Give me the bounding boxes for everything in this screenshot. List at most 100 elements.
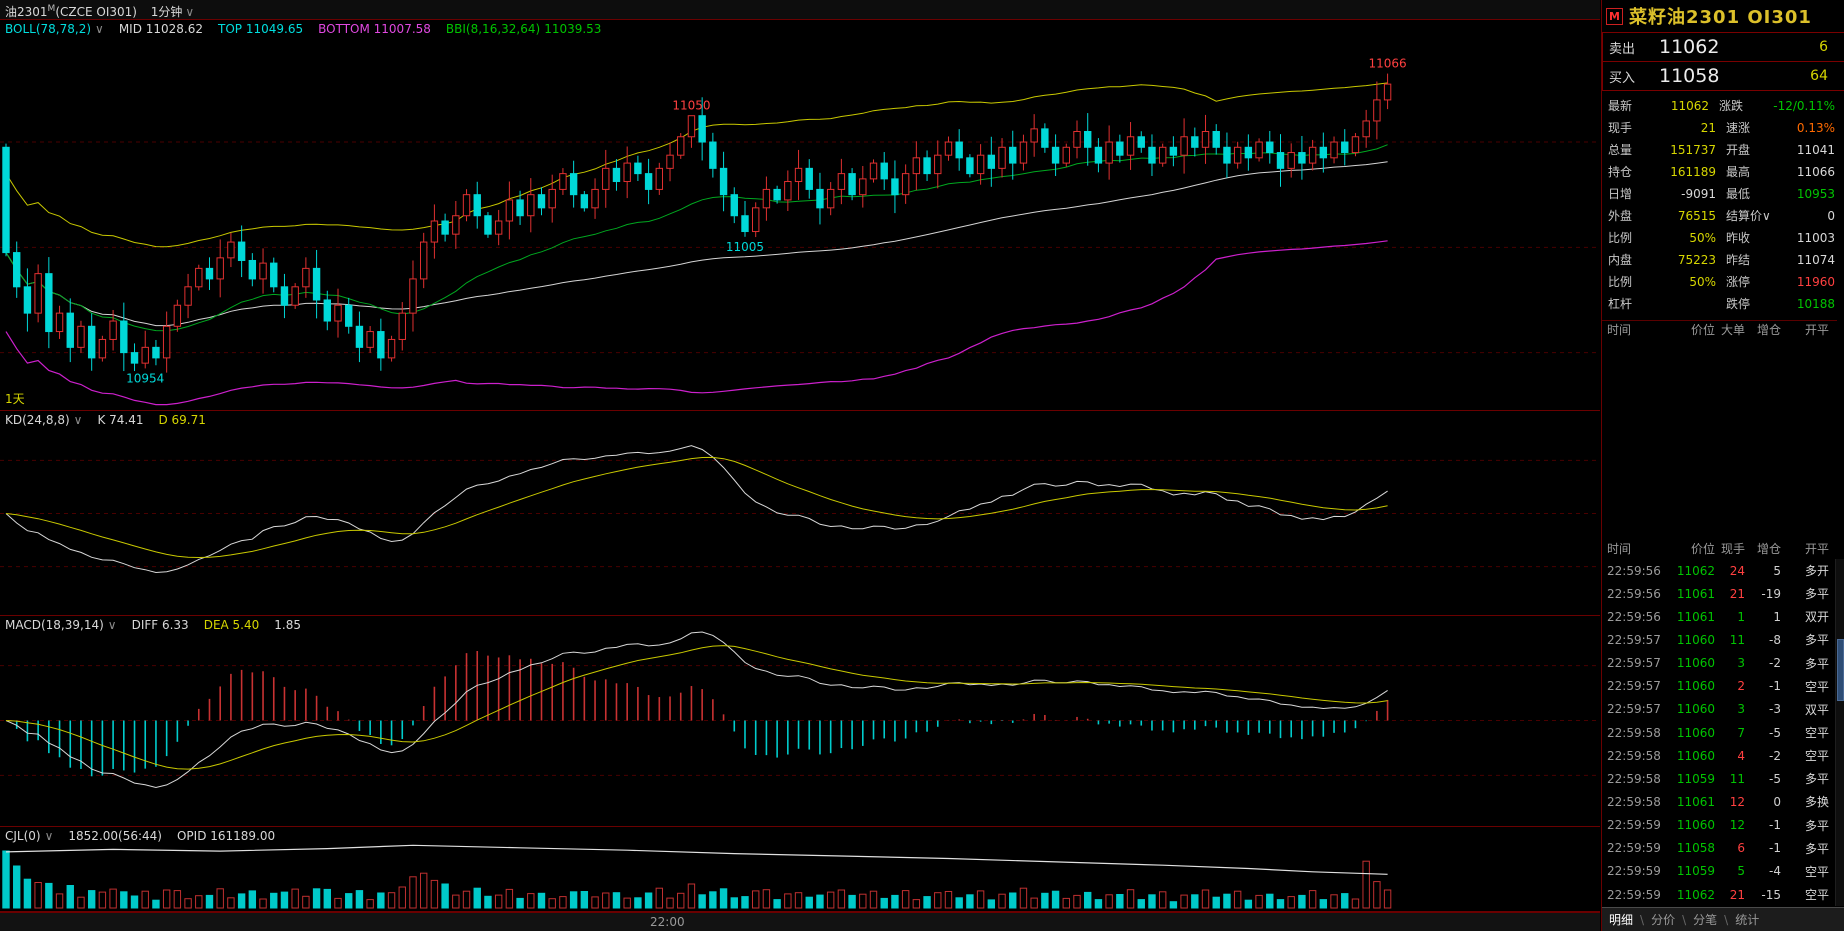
market-badge-icon: M — [1606, 7, 1623, 25]
trade-time: 22:59:59 — [1607, 841, 1661, 856]
period-selector[interactable]: 1分钟 ∨ — [150, 5, 195, 19]
trade-time: 22:59:57 — [1607, 632, 1661, 647]
kd-chart[interactable] — [0, 411, 1600, 614]
tab-2[interactable]: 分笔 — [1693, 913, 1718, 927]
stat-value: 11041 — [1796, 143, 1835, 157]
stat-label: 总量 — [1608, 143, 1633, 157]
indicator-value: TOP 11049.65 — [218, 22, 304, 36]
column-header: 现手 — [1720, 542, 1745, 556]
trade-open-close: 双平 — [1804, 702, 1829, 717]
tab-0[interactable]: 明细 — [1609, 913, 1634, 927]
trade-volume: 4 — [1737, 748, 1745, 763]
stat-row: 总量 151737 开盘 11041 — [1602, 139, 1844, 161]
chevron-down-icon[interactable]: ∨ — [95, 22, 104, 36]
stat-value: 11062 — [1670, 99, 1709, 113]
main-chart[interactable]: 11050 11066 11005 10954 — [0, 20, 1600, 410]
chevron-down-icon[interactable]: ∨ — [44, 829, 54, 843]
trade-oi-change: 0 — [1773, 794, 1781, 809]
chevron-down-icon[interactable]: ∨ — [73, 413, 83, 427]
macd-chart[interactable] — [0, 616, 1600, 825]
trade-price: 11060 — [1676, 818, 1715, 833]
trade-volume: 6 — [1737, 841, 1745, 856]
trade-price: 11059 — [1676, 771, 1715, 786]
trade-price: 11060 — [1676, 725, 1715, 740]
trade-volume: 2 — [1737, 679, 1745, 694]
tab-1[interactable]: 分价 — [1651, 913, 1676, 927]
trade-row[interactable]: 22:59:58 11061 12 0 多换 — [1602, 790, 1837, 813]
contract-title[interactable]: 油2301M(CZCE OI301) — [5, 4, 137, 19]
volume-chart[interactable] — [0, 827, 1600, 910]
trade-row[interactable]: 22:59:57 11060 3 -2 多平 — [1602, 652, 1837, 675]
ask-quote[interactable]: 卖出 11062 6 — [1602, 32, 1844, 62]
stat-label: 内盘 — [1608, 253, 1633, 267]
trade-oi-change: -1 — [1769, 841, 1781, 856]
kd-panel: KD(24,8,8) ∨ K 74.41 D 69.71 — [0, 411, 1600, 616]
stat-row: 杠杆 跌停 10188 — [1602, 293, 1844, 315]
trade-oi-change: -1 — [1769, 679, 1781, 694]
trade-volume: 3 — [1737, 656, 1745, 671]
trade-oi-change: 5 — [1773, 563, 1781, 578]
indicator-value: 1852.00(56:44) — [68, 829, 162, 843]
trade-row[interactable]: 22:59:59 11059 5 -4 空平 — [1602, 860, 1837, 883]
stat-label: 杠杆 — [1608, 297, 1633, 311]
indicator-value: CJL(0) — [5, 829, 41, 843]
stat-row: 比例 50% 昨收 11003 — [1602, 227, 1844, 249]
quote-sidebar: M 菜籽油2301 OI301 卖出 11062 6 买入 11058 64 最… — [1601, 0, 1844, 931]
trade-row[interactable]: 22:59:56 11061 1 1 双开 — [1602, 605, 1837, 628]
scrollbar-thumb[interactable] — [1837, 639, 1844, 701]
svg-text:10954: 10954 — [126, 371, 164, 385]
stat-value: 11960 — [1796, 275, 1835, 289]
trade-volume: 21 — [1729, 586, 1745, 601]
bid-quote[interactable]: 买入 11058 64 — [1602, 61, 1844, 91]
trade-row[interactable]: 22:59:59 11062 21 -15 空平 — [1602, 883, 1837, 906]
trade-open-close: 多平 — [1804, 656, 1829, 671]
chevron-down-icon[interactable]: ∨ — [107, 618, 117, 632]
kd-indicator-label[interactable]: KD(24,8,8) ∨ K 74.41 D 69.71 — [5, 413, 221, 427]
chevron-down-icon: ∨ — [185, 5, 195, 19]
stat-label: 跌停 — [1726, 297, 1751, 311]
stat-value: -9091 — [1681, 187, 1716, 201]
trade-row[interactable]: 22:59:57 11060 3 -3 双平 — [1602, 698, 1837, 721]
trade-list-scrollbar[interactable] — [1835, 559, 1844, 906]
stat-label: 最高 — [1726, 165, 1751, 179]
trade-open-close: 空平 — [1804, 679, 1829, 694]
stat-label: 涨跌 — [1719, 99, 1744, 113]
stat-value: 75223 — [1677, 253, 1716, 267]
trade-row[interactable]: 22:59:58 11060 7 -5 空平 — [1602, 721, 1837, 744]
trade-row[interactable]: 22:59:58 11060 4 -2 空平 — [1602, 744, 1837, 767]
trade-row[interactable]: 22:59:56 11062 24 5 多开 — [1602, 559, 1837, 582]
stat-row: 现手 21 速涨 0.13% — [1602, 117, 1844, 139]
indicator-value: MACD(18,39,14) — [5, 618, 104, 632]
trade-price: 11059 — [1676, 864, 1715, 879]
trade-row[interactable]: 22:59:56 11061 21 -19 多平 — [1602, 582, 1837, 605]
ask-quantity: 6 — [1819, 39, 1828, 55]
macd-panel: MACD(18,39,14) ∨ DIFF 6.33 DEA 5.40 1.85 — [0, 616, 1600, 827]
trade-row[interactable]: 22:59:58 11059 11 -5 多平 — [1602, 767, 1837, 790]
stat-label: 速涨 — [1726, 121, 1751, 135]
trade-time: 22:59:58 — [1607, 725, 1661, 740]
trade-open-close: 多平 — [1804, 772, 1829, 787]
trade-oi-change: -2 — [1769, 656, 1781, 671]
trade-row[interactable]: 22:59:57 11060 11 -8 多平 — [1602, 628, 1837, 651]
trade-volume: 12 — [1729, 818, 1745, 833]
trade-volume: 11 — [1729, 771, 1745, 786]
trade-row[interactable]: 22:59:59 11060 12 -1 多平 — [1602, 814, 1837, 837]
trade-open-close: 多平 — [1804, 587, 1829, 602]
trade-oi-change: 1 — [1773, 609, 1781, 624]
trade-row[interactable]: 22:59:57 11060 2 -1 空平 — [1602, 675, 1837, 698]
trade-open-close: 多换 — [1804, 795, 1829, 810]
trade-row[interactable]: 22:59:59 11058 6 -1 多平 — [1602, 837, 1837, 860]
column-header: 价位 — [1690, 542, 1715, 556]
trade-open-close: 双开 — [1804, 610, 1829, 625]
boll-indicator-label[interactable]: BOLL(78,78,2) ∨ MID 11028.62 TOP 11049.65 BO… — [5, 22, 616, 36]
indicator-value: BBI(8,16,32,64) — [445, 22, 541, 36]
period-1day-button[interactable]: 1天 — [5, 392, 25, 406]
macd-indicator-label[interactable]: MACD(18,39,14) ∨ DIFF 6.33 DEA 5.40 1.85 — [5, 618, 316, 632]
trade-price: 11060 — [1676, 702, 1715, 717]
tab-3[interactable]: 统计 — [1735, 913, 1760, 927]
trade-time: 22:59:56 — [1607, 586, 1661, 601]
volume-indicator-label[interactable]: CJL(0) ∨ 1852.00(56:44) OPID 161189.00 — [5, 829, 290, 843]
trade-oi-change: -19 — [1761, 586, 1781, 601]
instrument-name[interactable]: 菜籽油2301 OI301 — [1629, 7, 1812, 28]
stat-label: 结算价∨ — [1726, 209, 1771, 223]
